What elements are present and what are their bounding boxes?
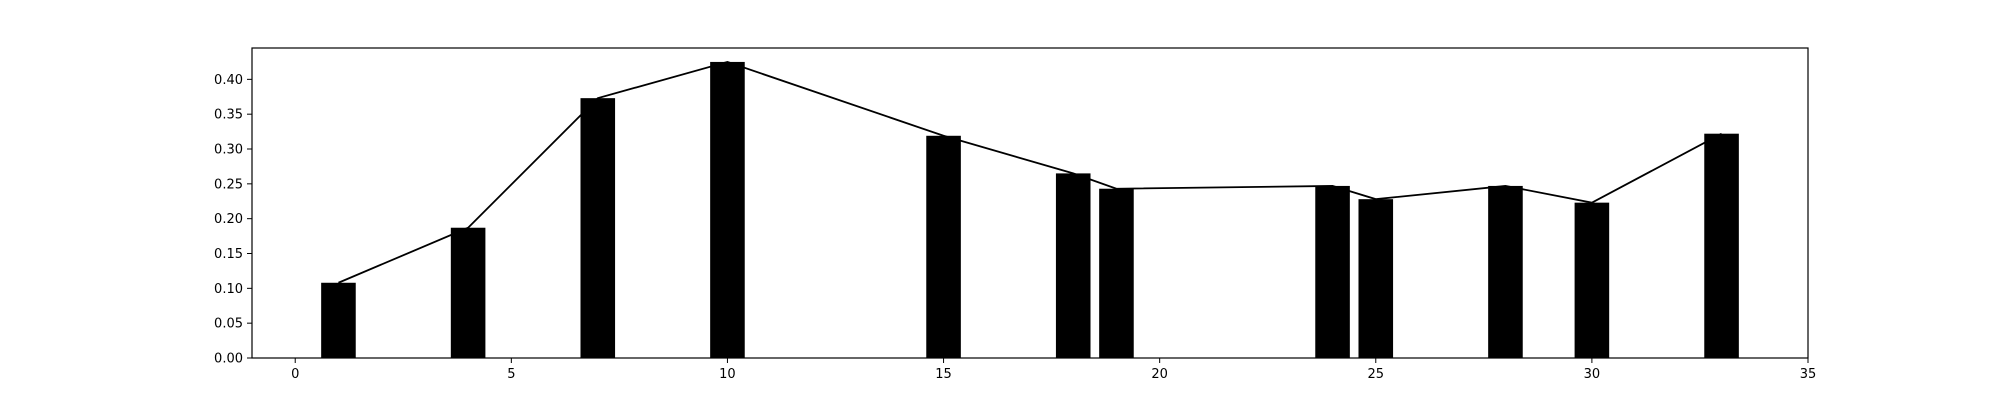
bar xyxy=(1315,185,1350,358)
bar xyxy=(710,61,745,359)
axes: 0 5 10 15 20 25 30 35 0.00 0.05 0.10 0.15 0.20 0.25 0.… xyxy=(214,47,1817,382)
x-tick-label: 0 xyxy=(291,367,299,382)
trend-line-layer xyxy=(338,60,1722,284)
bar xyxy=(1704,133,1739,358)
y-tick-label: 0.30 xyxy=(214,143,243,158)
bar xyxy=(1099,188,1134,358)
bar xyxy=(1574,202,1610,358)
x-tick-label: 15 xyxy=(935,367,952,382)
bar xyxy=(450,227,486,358)
bar xyxy=(580,98,616,358)
trend-line xyxy=(338,60,1722,284)
y-tick-label: 0.40 xyxy=(214,73,243,88)
y-tick-label: 0.20 xyxy=(214,212,243,227)
y-tick-label: 0.25 xyxy=(214,177,243,192)
x-tick-label: 25 xyxy=(1368,367,1385,382)
y-tick-label: 0.05 xyxy=(214,317,243,332)
x-tick-label: 20 xyxy=(1151,367,1168,382)
bar xyxy=(926,135,961,358)
x-tick-label: 35 xyxy=(1800,367,1817,382)
x-tick-label: 5 xyxy=(507,367,515,382)
x-tick-label: 30 xyxy=(1584,367,1601,382)
y-tick-label: 0.35 xyxy=(214,108,243,123)
y-tick-label: 0.00 xyxy=(214,352,243,367)
bar xyxy=(1358,199,1394,358)
bar xyxy=(1055,173,1091,358)
x-tick-label: 10 xyxy=(719,367,736,382)
bar xyxy=(321,282,356,358)
bars xyxy=(321,61,1739,359)
y-tick-label: 0.10 xyxy=(214,282,243,297)
bar xyxy=(1488,185,1523,358)
plot-frame xyxy=(251,47,1809,359)
y-tick-label: 0.15 xyxy=(214,247,243,262)
